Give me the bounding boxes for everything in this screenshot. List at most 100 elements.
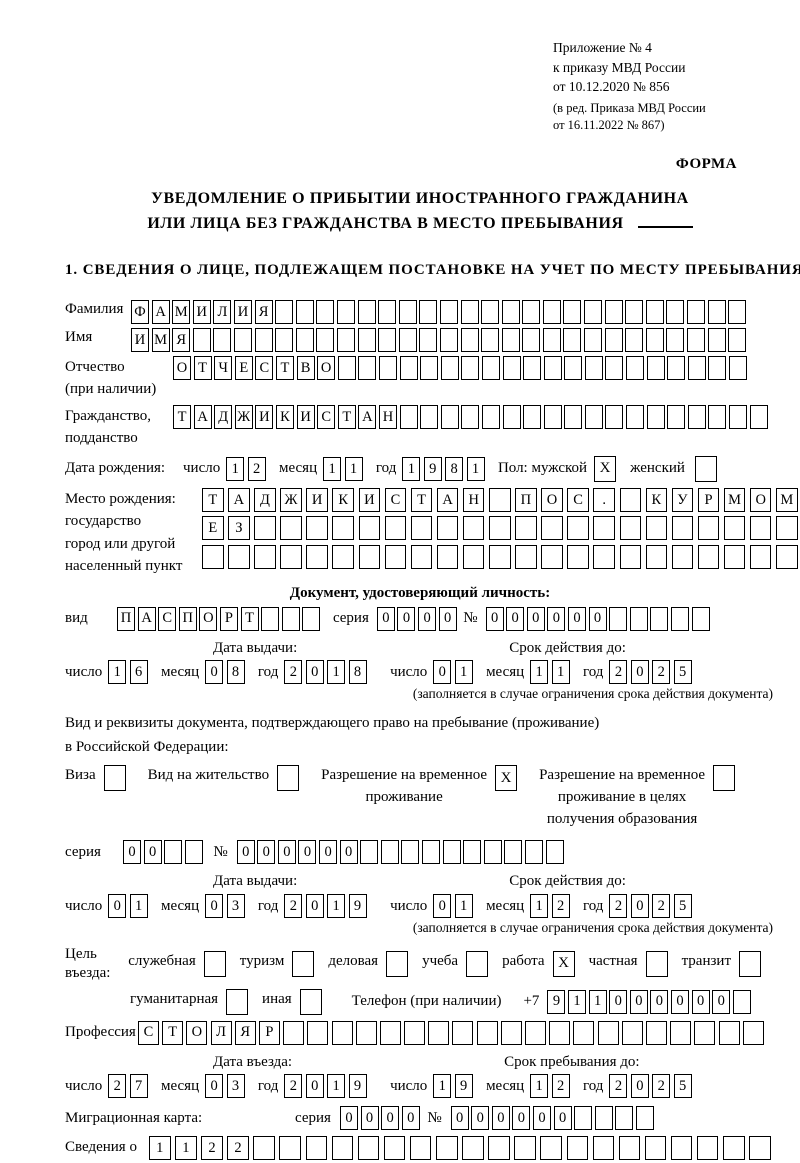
form-cell[interactable]: [646, 355, 665, 380]
form-cell[interactable]: 3: [226, 1074, 245, 1099]
form-cell[interactable]: 0: [553, 1106, 572, 1131]
form-cell[interactable]: [254, 544, 276, 569]
checkbox[interactable]: [386, 950, 409, 977]
form-cell[interactable]: С: [317, 404, 336, 429]
form-cell[interactable]: 5: [673, 894, 692, 919]
form-cell[interactable]: 2: [551, 894, 570, 919]
form-cell[interactable]: [687, 299, 706, 324]
form-cell[interactable]: [621, 1020, 643, 1045]
form-cell[interactable]: [419, 299, 438, 324]
form-cell[interactable]: [336, 299, 355, 324]
form-cell[interactable]: [522, 327, 541, 352]
form-cell[interactable]: [283, 1020, 305, 1045]
form-cell[interactable]: [687, 327, 706, 352]
form-cell[interactable]: [723, 516, 746, 541]
form-cell[interactable]: 0: [401, 1106, 420, 1131]
form-cell[interactable]: И: [255, 404, 274, 429]
form-cell[interactable]: 2: [227, 1136, 249, 1161]
form-cell[interactable]: Т: [193, 355, 212, 380]
form-cell[interactable]: [604, 327, 623, 352]
form-cell[interactable]: [332, 516, 354, 541]
form-cell[interactable]: 1: [226, 456, 245, 481]
form-cell[interactable]: С: [255, 355, 274, 380]
form-cell[interactable]: [483, 840, 502, 865]
form-cell[interactable]: [626, 355, 645, 380]
form-cell[interactable]: [410, 516, 433, 541]
form-cell[interactable]: 0: [319, 840, 338, 865]
form-cell[interactable]: Н: [462, 487, 485, 512]
form-cell[interactable]: [749, 516, 772, 541]
form-cell[interactable]: Т: [240, 606, 259, 631]
form-cell[interactable]: 0: [143, 840, 162, 865]
form-cell[interactable]: 1: [551, 660, 570, 685]
form-cell[interactable]: 0: [630, 1074, 649, 1099]
form-cell[interactable]: [729, 355, 748, 380]
form-cell[interactable]: 0: [123, 840, 141, 865]
form-cell[interactable]: 2: [551, 1074, 570, 1099]
checkbox[interactable]: [292, 950, 315, 977]
form-cell[interactable]: [295, 299, 314, 324]
form-cell[interactable]: 8: [348, 660, 367, 685]
form-cell[interactable]: 1: [454, 894, 473, 919]
form-cell[interactable]: [452, 1020, 474, 1045]
form-cell[interactable]: 0: [629, 989, 648, 1014]
form-cell[interactable]: 1: [344, 456, 363, 481]
form-cell[interactable]: 8: [445, 456, 464, 481]
form-cell[interactable]: [280, 544, 302, 569]
form-cell[interactable]: [644, 1136, 667, 1161]
form-cell[interactable]: [541, 544, 563, 569]
form-cell[interactable]: Д: [214, 404, 233, 429]
form-cell[interactable]: 0: [588, 606, 607, 631]
form-cell[interactable]: [357, 327, 376, 352]
form-cell[interactable]: 0: [506, 606, 525, 631]
form-cell[interactable]: [574, 1106, 593, 1131]
form-cell[interactable]: 2: [652, 660, 671, 685]
form-cell[interactable]: 0: [471, 1106, 490, 1131]
form-cell[interactable]: [476, 1020, 498, 1045]
form-cell[interactable]: А: [228, 487, 250, 512]
form-cell[interactable]: 5: [673, 1074, 692, 1099]
form-cell[interactable]: В: [296, 355, 315, 380]
form-cell[interactable]: 0: [547, 606, 566, 631]
form-cell[interactable]: [306, 516, 328, 541]
form-cell[interactable]: [398, 299, 417, 324]
form-cell[interactable]: [563, 327, 582, 352]
form-cell[interactable]: [749, 404, 768, 429]
form-cell[interactable]: [436, 1136, 458, 1161]
form-cell[interactable]: А: [193, 404, 212, 429]
form-cell[interactable]: 0: [397, 606, 416, 631]
form-cell[interactable]: 1: [175, 1136, 197, 1161]
form-cell[interactable]: 2: [108, 1074, 127, 1099]
form-cell[interactable]: М: [172, 299, 191, 324]
form-cell[interactable]: [463, 840, 482, 865]
form-cell[interactable]: 0: [526, 606, 545, 631]
form-cell[interactable]: А: [358, 404, 377, 429]
form-cell[interactable]: [645, 327, 664, 352]
form-cell[interactable]: 0: [205, 1074, 224, 1099]
form-cell[interactable]: [439, 299, 458, 324]
checkbox[interactable]: [103, 765, 126, 792]
form-cell[interactable]: [461, 355, 480, 380]
form-cell[interactable]: 0: [433, 660, 452, 685]
form-cell[interactable]: Т: [202, 487, 224, 512]
form-cell[interactable]: 0: [339, 840, 358, 865]
form-cell[interactable]: [378, 355, 397, 380]
form-cell[interactable]: [358, 516, 381, 541]
form-cell[interactable]: [307, 1020, 329, 1045]
form-cell[interactable]: [358, 544, 381, 569]
form-cell[interactable]: 1: [327, 660, 346, 685]
form-cell[interactable]: [360, 840, 379, 865]
form-cell[interactable]: [164, 840, 183, 865]
form-cell[interactable]: А: [137, 606, 156, 631]
form-cell[interactable]: [502, 355, 521, 380]
form-cell[interactable]: О: [199, 606, 218, 631]
form-cell[interactable]: [667, 355, 686, 380]
form-cell[interactable]: [481, 327, 500, 352]
form-cell[interactable]: [525, 1020, 546, 1045]
form-cell[interactable]: А: [436, 487, 459, 512]
form-cell[interactable]: [184, 840, 203, 865]
form-cell[interactable]: [567, 544, 589, 569]
form-cell[interactable]: [604, 299, 623, 324]
form-cell[interactable]: [281, 606, 300, 631]
form-cell[interactable]: 1: [530, 1074, 549, 1099]
